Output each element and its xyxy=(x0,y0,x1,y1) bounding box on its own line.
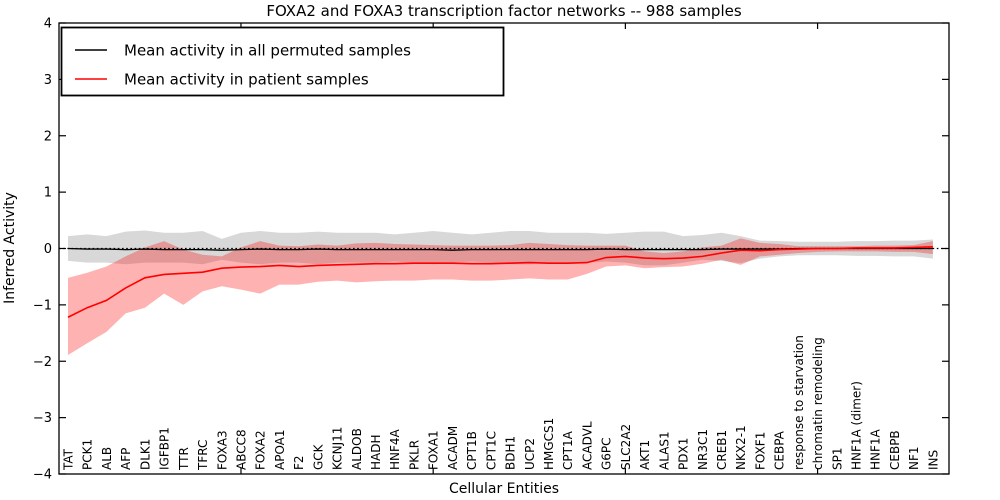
x-tick-label: FOXA2 xyxy=(254,430,268,470)
x-tick-label: CEBPA xyxy=(773,430,787,470)
y-tick-label: 0 xyxy=(44,242,52,257)
x-tick-label: chromatin remodeling xyxy=(811,337,825,470)
x-tick-label: G6PC xyxy=(600,437,614,470)
legend: Mean activity in all permuted samples Me… xyxy=(60,26,505,97)
y-tick-label: −2 xyxy=(33,355,52,370)
x-tick-label: HMGCS1 xyxy=(542,418,556,470)
x-tick-label: HNF1A xyxy=(869,428,883,470)
x-tick-label: PKLR xyxy=(407,440,421,470)
x-tick-label: INS xyxy=(926,450,940,470)
x-tick-label: SP1 xyxy=(830,448,844,471)
x-tick-label: APOA1 xyxy=(273,429,287,470)
y-tick-label: 2 xyxy=(44,129,52,144)
x-tick-label: CPT1B xyxy=(465,431,479,470)
x-tick-label: IGFBP1 xyxy=(158,427,172,470)
y-tick-label: −1 xyxy=(33,298,52,313)
x-tick-label: FOXA1 xyxy=(427,430,441,470)
patient-confidence-band xyxy=(68,238,933,356)
x-tick-label: CPT1A xyxy=(561,430,575,470)
x-tick-label: F2 xyxy=(292,455,306,470)
legend-label-patient: Mean activity in patient samples xyxy=(124,71,369,89)
x-tick-label: FOXA3 xyxy=(215,430,229,470)
legend-box xyxy=(60,26,505,97)
patient-mean-line xyxy=(67,246,933,318)
y-tick-label: 1 xyxy=(44,186,52,201)
x-tick-label: response to starvation xyxy=(792,335,806,470)
chart-title: FOXA2 and FOXA3 transcription factor net… xyxy=(266,2,742,20)
x-tick-label: AFP xyxy=(119,448,133,470)
x-tick-label: ALDOB xyxy=(350,428,364,470)
legend-label-permuted: Mean activity in all permuted samples xyxy=(124,42,411,60)
y-tick-labels: −4 −3 −2 −1 0 1 2 3 4 xyxy=(33,17,52,483)
x-tick-label: GCK xyxy=(311,443,325,470)
x-tick-label: NKX2-1 xyxy=(734,425,748,470)
x-tick-label: PDX1 xyxy=(677,438,691,470)
x-tick-label: TTR xyxy=(177,447,191,471)
x-tick-label: FOXF1 xyxy=(753,432,767,470)
x-tick-label: TFRC xyxy=(196,440,210,471)
x-tick-label: ACADM xyxy=(446,426,460,470)
x-tick-label: ALB xyxy=(100,447,114,470)
x-tick-label: PCK1 xyxy=(81,439,95,470)
y-axis-label: Inferred Activity xyxy=(2,192,18,304)
x-tick-label: SLC2A2 xyxy=(619,424,633,470)
x-tick-label: HNF1A (dimer) xyxy=(850,381,864,470)
x-tick-label: ALAS1 xyxy=(657,431,671,470)
x-tick-label: NF1 xyxy=(907,446,921,470)
x-tick-label: BDH1 xyxy=(504,436,518,470)
x-tick-label: CPT1C xyxy=(484,431,498,470)
x-tick-label: CREB1 xyxy=(715,430,729,470)
x-tick-label: TAT xyxy=(62,448,76,471)
x-tick-label: AKT1 xyxy=(638,440,652,470)
x-tick-label: UCP2 xyxy=(523,438,537,470)
x-tick-label: ACADVL xyxy=(580,421,594,470)
x-tick-labels: TAT PCK1 ALB AFP DLK1 IGFBP1 TTR TFRC FOXA3 ABCC8… xyxy=(62,335,941,471)
y-tick-label: 4 xyxy=(44,17,52,32)
x-tick-label: DLK1 xyxy=(138,439,152,470)
series-lines xyxy=(59,246,949,318)
x-tick-label: KCNJ11 xyxy=(331,427,345,470)
x-tick-label: CEBPB xyxy=(888,430,902,470)
x-tick-label: HADH xyxy=(369,435,383,471)
y-tick-label: 3 xyxy=(44,73,52,88)
x-axis-label: Cellular Entities xyxy=(449,481,559,497)
x-tick-label: ABCC8 xyxy=(234,429,248,470)
x-tick-label: NR3C1 xyxy=(696,429,710,470)
y-tick-label: −4 xyxy=(33,468,52,483)
x-tick-label: HNF4A xyxy=(388,428,402,470)
y-tick-label: −3 xyxy=(33,411,52,426)
